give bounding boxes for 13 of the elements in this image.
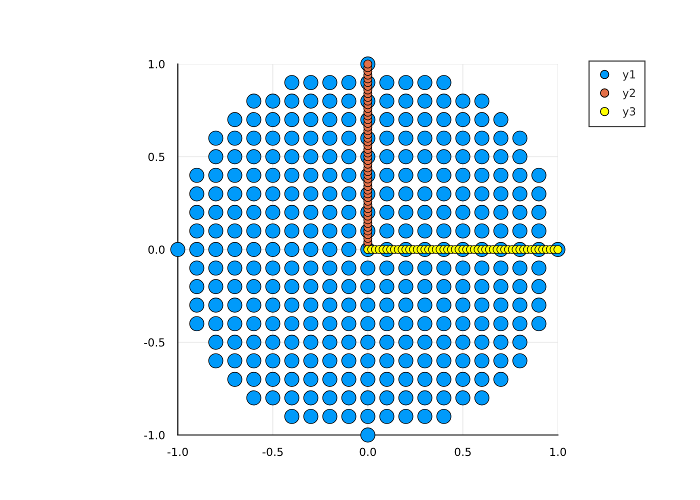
x-tick-label: -0.5	[262, 448, 283, 456]
y-tick-label: 0.5	[148, 152, 164, 162]
legend-label: y3	[622, 107, 636, 118]
legend-label: y1	[622, 70, 636, 81]
y-tick-label: -1.0	[144, 430, 165, 440]
x-tick-label: -1.0	[168, 448, 188, 456]
y-tick-label: 0.0	[148, 245, 165, 254]
legend-label: y2	[622, 88, 635, 100]
y-tick-label: 1.0	[148, 60, 165, 68]
x-tick-label: 1.0	[550, 448, 566, 456]
y-tick-label: -0.5	[144, 338, 164, 347]
x-tick-label: 0.0	[360, 448, 376, 456]
x-tick-label: 0.5	[454, 448, 471, 456]
